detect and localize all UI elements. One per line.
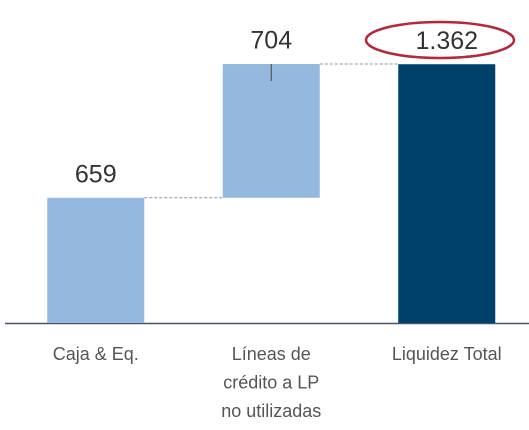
x-tick-label: Caja & Eq. — [53, 344, 139, 364]
bar — [47, 197, 145, 323]
bar — [222, 64, 320, 198]
bar — [398, 64, 496, 323]
value-label: 1.362 — [415, 27, 478, 55]
x-tick-label: Líneas de crédito a LP no utilizadas — [221, 344, 321, 421]
x-tick-label: Liquidez Total — [392, 344, 502, 364]
highlight-ellipse — [364, 20, 516, 60]
value-label: 659 — [75, 160, 117, 188]
value-label: 704 — [250, 27, 292, 55]
